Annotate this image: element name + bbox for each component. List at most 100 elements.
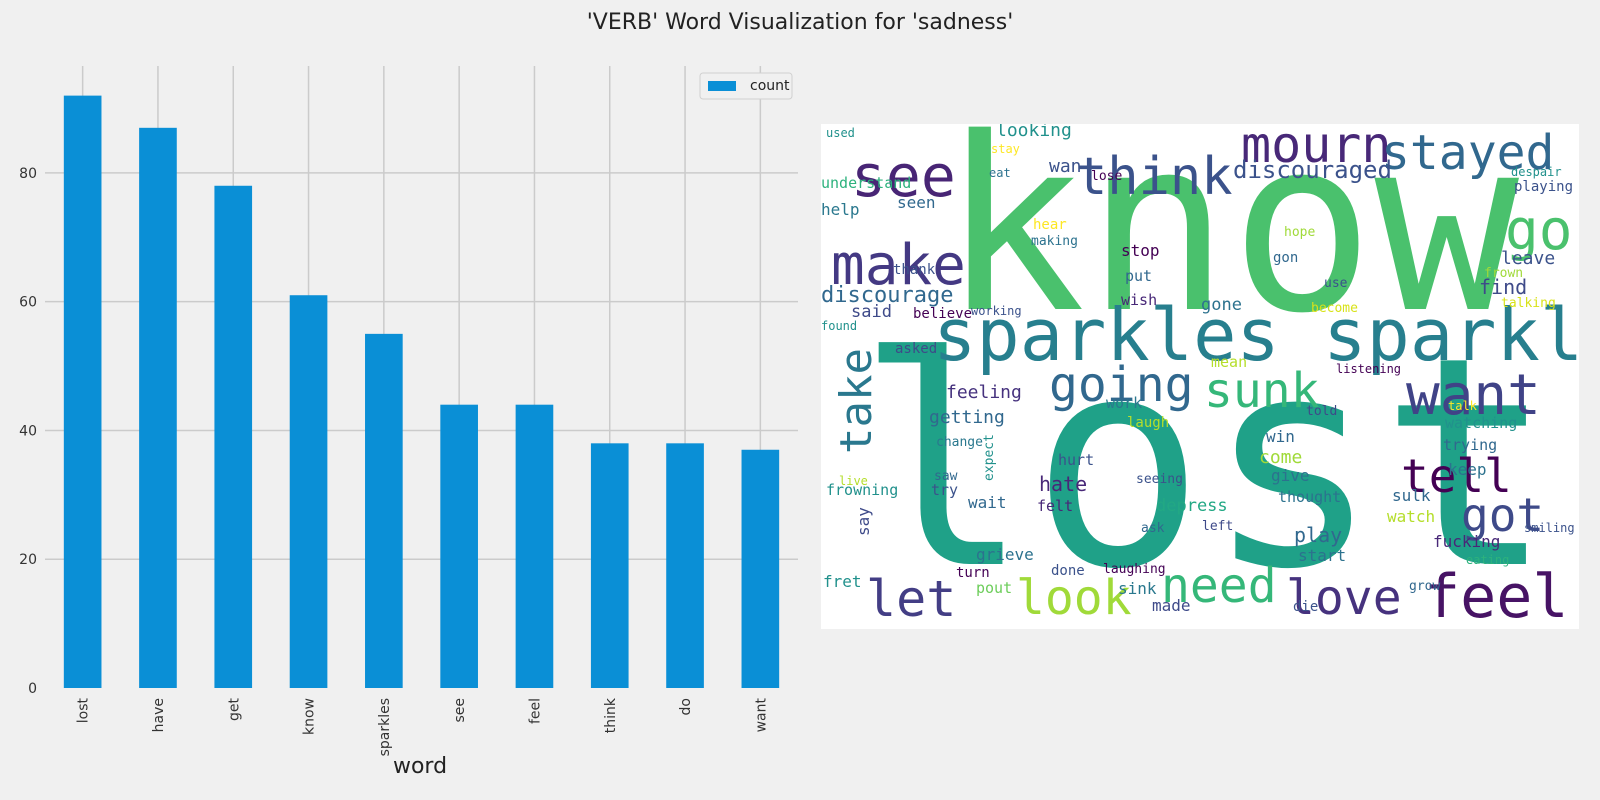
x-tick-label: have [151, 698, 167, 732]
bar-sparkles [365, 333, 403, 688]
x-axis-label: word [393, 754, 447, 779]
cloud-word: watching [1445, 414, 1517, 432]
cloud-word: wan [1049, 156, 1082, 177]
cloud-word: play [1294, 523, 1342, 547]
bar-get [214, 185, 253, 688]
cloud-word: find [1479, 275, 1527, 299]
y-tick-label: 0 [28, 681, 37, 697]
cloud-word: depress [1156, 496, 1228, 516]
cloud-word: understand [821, 174, 911, 192]
cloud-word: watch [1387, 507, 1435, 526]
cloud-word: see [851, 142, 956, 210]
cloud-word: make [831, 233, 966, 298]
bar-lost [63, 95, 102, 689]
cloud-word: try [931, 481, 958, 499]
x-tick-label: do [678, 698, 694, 715]
bar-chart: 0 20 40 60 80 lost have get know sparkles see feel… [19, 66, 798, 779]
cloud-word: look [1016, 570, 1132, 626]
cloud-word: saw [934, 469, 958, 484]
cloud-word: wait [968, 493, 1007, 512]
cloud-word: sparkles sparkles [933, 293, 1579, 377]
cloud-word: go [1505, 198, 1572, 263]
cloud-word: done [1051, 563, 1085, 579]
legend: count [699, 72, 793, 100]
cloud-word: laugh [1127, 415, 1169, 431]
cloud-word: lose [1091, 169, 1122, 184]
cloud-word: frowning [826, 481, 898, 499]
cloud-word: despair [1511, 165, 1562, 179]
bar-do [666, 443, 704, 688]
cloud-word: mean [1211, 353, 1247, 371]
cloud-word: seen [897, 193, 936, 212]
cloud-word: said [851, 302, 892, 322]
cloud-word: tell [1401, 449, 1512, 503]
cloud-word: gon [1273, 250, 1298, 266]
cloud-word: smiling [1524, 521, 1575, 535]
cloud-word: use [1324, 276, 1348, 291]
x-tick-label: know [302, 698, 318, 735]
cloud-word: made [1152, 596, 1191, 615]
bars [63, 95, 780, 689]
cloud-word: ask [1141, 521, 1165, 536]
bar-think [590, 443, 629, 688]
cloud-word: thought [1278, 488, 1341, 506]
x-tick-label: lost [76, 698, 92, 724]
cloud-word: stop [1121, 241, 1160, 260]
cloud-word: take [831, 348, 882, 454]
cloud-word: become [1311, 301, 1358, 316]
cloud-word: expect [982, 434, 997, 481]
vertical-gridlines [81, 66, 762, 688]
cloud-word: getting [929, 407, 1005, 428]
bar-feel [515, 404, 554, 688]
cloud-word: told [1306, 404, 1337, 419]
cloud-word: frown [1484, 266, 1523, 281]
cloud-word: asked [895, 341, 937, 357]
y-tick-label: 40 [19, 423, 37, 439]
x-tick-label: see [452, 698, 468, 723]
cloud-word: sunk [1204, 363, 1320, 419]
cloud-word: need [1161, 558, 1277, 614]
cloud-word: eat [989, 166, 1011, 180]
y-tick-labels: 0 20 40 60 80 [19, 166, 37, 697]
cloud-word: eating [1466, 553, 1509, 567]
cloud-word: sulk [1392, 486, 1431, 505]
cloud-word: put [1125, 267, 1152, 285]
cloud-word: talking [1501, 296, 1556, 311]
cloud-word: making [1031, 234, 1078, 249]
cloud-word: mourn [1241, 124, 1392, 174]
cloud-word: want [1406, 363, 1541, 428]
cloud-word: feeling [946, 382, 1022, 403]
cloud-word: gone [1201, 295, 1242, 315]
cloud-word: looking [996, 124, 1072, 141]
cloud-word: trying [1443, 436, 1497, 454]
cloud-word: hate [1039, 472, 1087, 496]
y-tick-label: 80 [19, 166, 37, 182]
figure-title: 'VERB' Word Visualization for 'sadness' [586, 10, 1014, 35]
x-tick-label: want [753, 698, 769, 733]
y-tick-label: 20 [19, 552, 37, 568]
cloud-word: say [854, 507, 873, 536]
cloud-word: think [1076, 147, 1233, 207]
cloud-word: grow [1409, 579, 1440, 594]
cloud-word: working [971, 304, 1022, 318]
cloud-word: discourage [821, 283, 953, 308]
cloud-word: hear [1033, 217, 1067, 233]
cloud-word: die [1293, 599, 1318, 615]
cloud-word: grieve [976, 545, 1034, 564]
cloud-word: start [1298, 546, 1346, 565]
cloud-word: turn [956, 565, 990, 581]
x-tick-label: sparkles [377, 698, 393, 756]
cloud-word: discouraged [1233, 156, 1392, 184]
cloud-word: give [1271, 466, 1310, 485]
x-tick-label: get [226, 698, 242, 722]
bar-have [139, 127, 177, 689]
cloud-word: stayed [1381, 125, 1554, 181]
cloud-word: laughing [1103, 562, 1166, 577]
legend-label: count [750, 78, 790, 94]
cloud-word: hope [1284, 225, 1315, 240]
cloud-word: playing [1514, 179, 1573, 195]
x-tick-labels: lost have get know sparkles see feel think do wan… [76, 697, 770, 756]
cloud-word: felt [1037, 497, 1073, 515]
cloud-word: work [1106, 394, 1142, 412]
